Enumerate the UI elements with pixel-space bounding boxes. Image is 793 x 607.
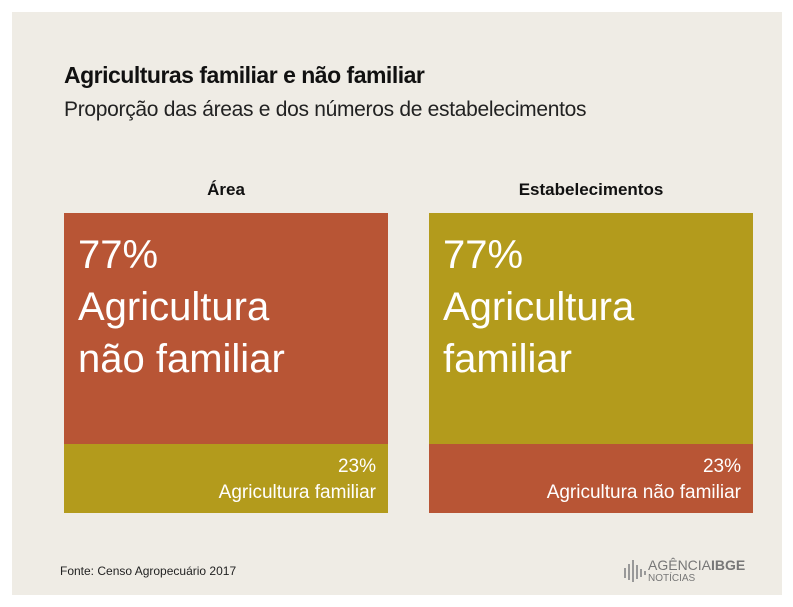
value-label: 23% [702,456,741,477]
series-name: Agricultura familiar [218,482,376,503]
brand-strong: IBGE [711,557,746,573]
column-title: Estabelecimentos [518,180,664,199]
value-label: 77% [78,233,159,277]
logo-icon [624,560,646,582]
brand-name: AGÊNCIA [648,557,712,573]
series-name: Agricultura não familiar [78,285,285,381]
brand: AGÊNCIAIBGE NOTÍCIAS [648,558,745,586]
series-name: Agricultura familiar [443,285,635,381]
series-name: Agricultura não familiar [546,482,741,503]
column-title: Área [207,180,245,199]
brand-sub: NOTÍCIAS [648,573,696,584]
title: Agriculturas familiar e não familiar [64,62,425,88]
value-label: 77% [443,233,524,277]
panel: Agriculturas familiar e não familiar Pro… [12,12,782,595]
source: Fonte: Censo Agropecuário 2017 [60,564,237,578]
stacked-bar: 23% Agricultura familiar 77% Agricultura nã… [64,213,388,513]
stacked-bar: 23% Agricultura não familiar 77% Agricultur… [429,213,753,513]
value-label: 23% [337,456,376,477]
bar-segment: 77% Agricultura familiar [429,213,753,444]
bar-segment: 23% Agricultura familiar [64,444,388,513]
subtitle: Proporção das áreas e dos números de est… [64,98,587,121]
bar-segment: 23% Agricultura não familiar [429,444,753,513]
bar-segment: 77% Agricultura não familiar [64,213,388,444]
